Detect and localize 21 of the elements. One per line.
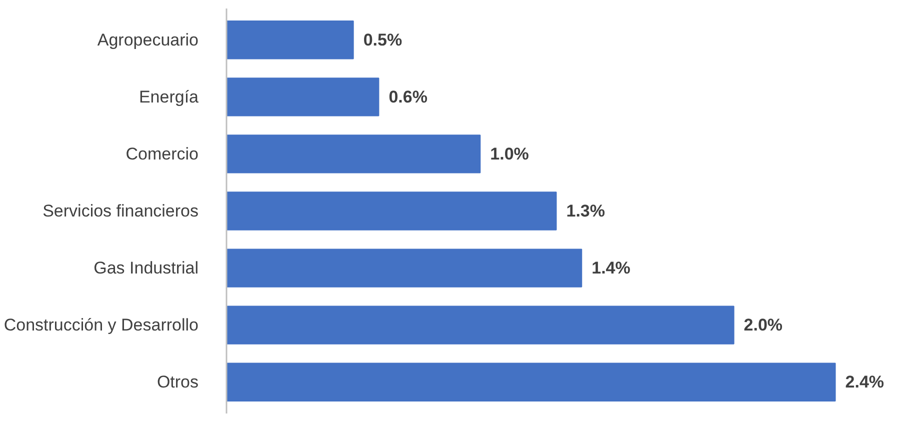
y-tick-label: Servicios financieros: [42, 202, 199, 220]
y-tick-label: Construcción y Desarrollo: [4, 316, 199, 335]
data-label: 1.0%: [490, 144, 529, 164]
bar: [226, 20, 354, 60]
bar: [226, 306, 734, 344]
data-label: 0.6%: [388, 87, 428, 106]
bar: [226, 192, 557, 230]
y-tick-label: Gas Industrial: [94, 258, 199, 278]
data-label: 2.0%: [744, 316, 783, 335]
y-tick-label: Energía: [138, 87, 200, 106]
data-label: 2.4%: [845, 372, 884, 392]
data-label: 1.4%: [592, 258, 630, 278]
bar: [226, 362, 836, 402]
y-tick-label: Agropecuario: [97, 30, 199, 50]
data-label: 1.3%: [566, 202, 605, 220]
y-tick-label: Comercio: [126, 144, 199, 164]
y-tick-label: Otros: [156, 372, 198, 392]
bar: [226, 78, 380, 116]
data-label: 0.5%: [363, 30, 402, 50]
bar: [226, 248, 582, 288]
bar: [226, 134, 481, 174]
